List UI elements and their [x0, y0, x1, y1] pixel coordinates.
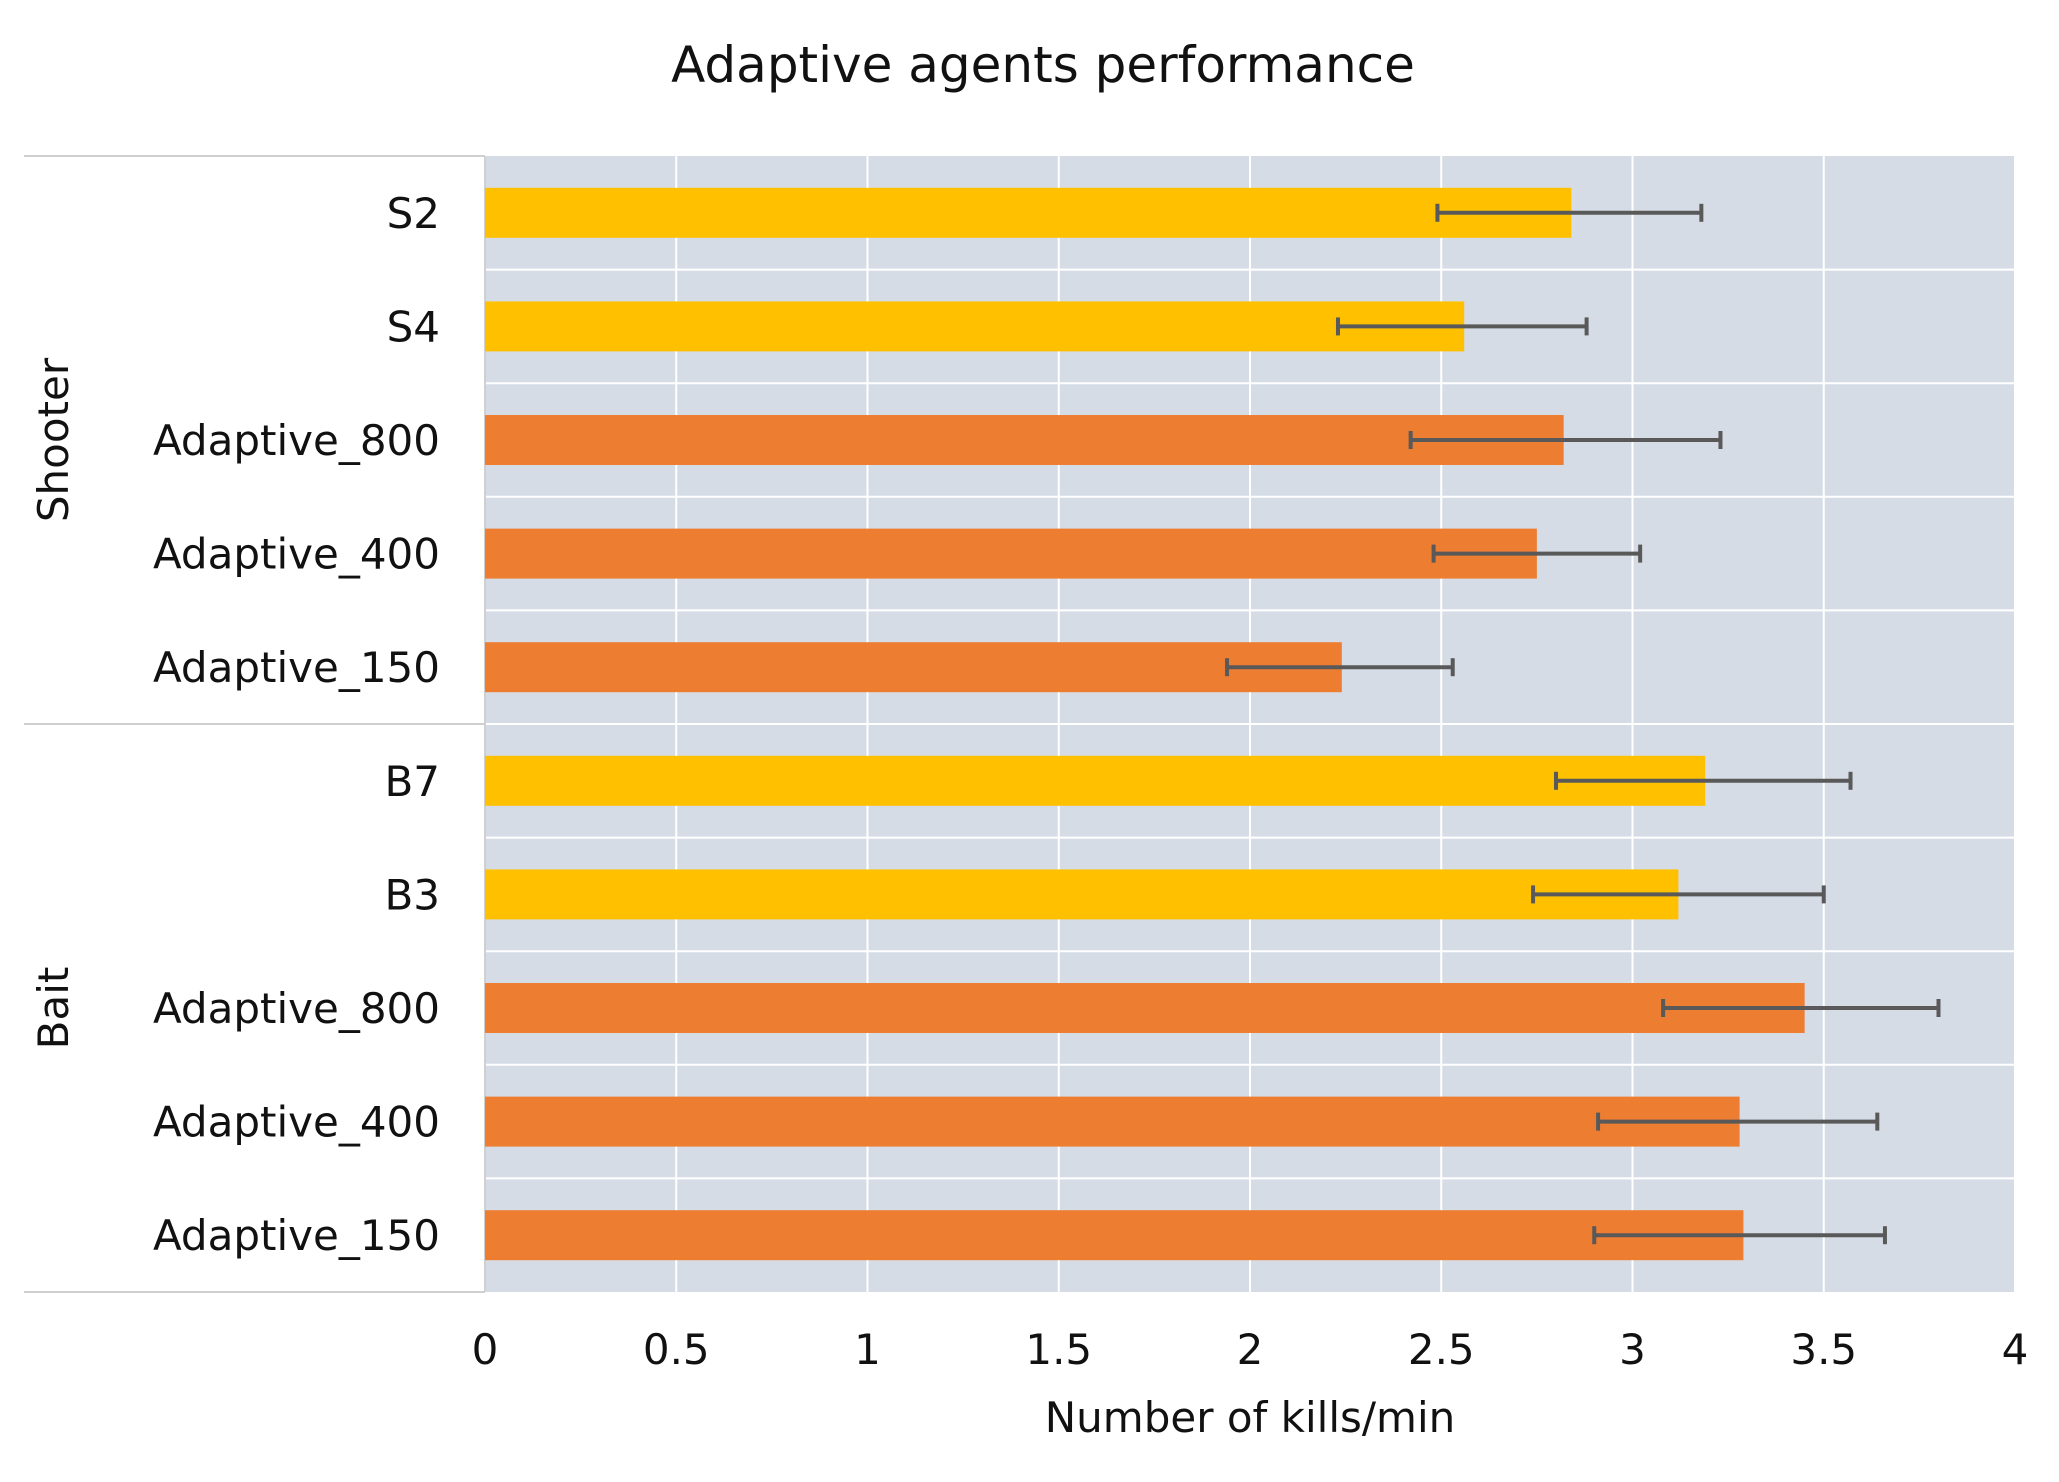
bar-adaptive_150 [485, 1210, 1744, 1261]
category-label: S2 [387, 189, 440, 238]
x-tick-label: 1 [854, 1325, 881, 1374]
category-label: S4 [387, 302, 440, 351]
category-label: B3 [384, 870, 440, 919]
bar-adaptive_150 [485, 642, 1342, 693]
x-tick-label: 0.5 [643, 1325, 710, 1374]
bar-b3 [485, 869, 1679, 920]
bars [485, 187, 1805, 1261]
group-label: Shooter [29, 357, 78, 522]
x-tick-label: 2.5 [1408, 1325, 1475, 1374]
bar-s4 [485, 301, 1465, 352]
bar-s2 [485, 187, 1572, 238]
category-label: Adaptive_400 [153, 1098, 440, 1147]
error-bars [1225, 203, 1941, 1245]
bar-adaptive_400 [485, 528, 1537, 579]
chart-title: Adaptive agents performance [671, 36, 1415, 94]
category-label: Adaptive_800 [153, 416, 440, 465]
category-labels: S2 S4 Adaptive_800 Adaptive_400 Adaptive_150… [153, 189, 440, 1260]
category-label: Adaptive_150 [153, 1211, 440, 1260]
x-tick-labels: 0 0.5 1 1.5 2 2.5 3 3.5 4 [472, 1325, 2029, 1374]
group-label: Bait [29, 967, 78, 1050]
category-label: Adaptive_400 [153, 530, 440, 579]
x-tick-label: 3.5 [1790, 1325, 1857, 1374]
bar-b7 [485, 755, 1706, 806]
x-tick-label: 2 [1237, 1325, 1264, 1374]
category-label: Adaptive_800 [153, 984, 440, 1033]
category-label: Adaptive_150 [153, 643, 440, 692]
group-labels: Shooter Bait [29, 357, 78, 1049]
x-axis-label: Number of kills/min [1045, 1393, 1455, 1442]
x-tick-label: 3 [1619, 1325, 1646, 1374]
category-label: B7 [384, 757, 440, 806]
x-tick-label: 0 [472, 1325, 499, 1374]
bar-adaptive_800 [485, 983, 1805, 1033]
bar-adaptive_400 [485, 1096, 1740, 1147]
x-tick-label: 4 [2002, 1325, 2029, 1374]
x-tick-label: 1.5 [1025, 1325, 1092, 1374]
bar-adaptive_800 [485, 415, 1564, 465]
